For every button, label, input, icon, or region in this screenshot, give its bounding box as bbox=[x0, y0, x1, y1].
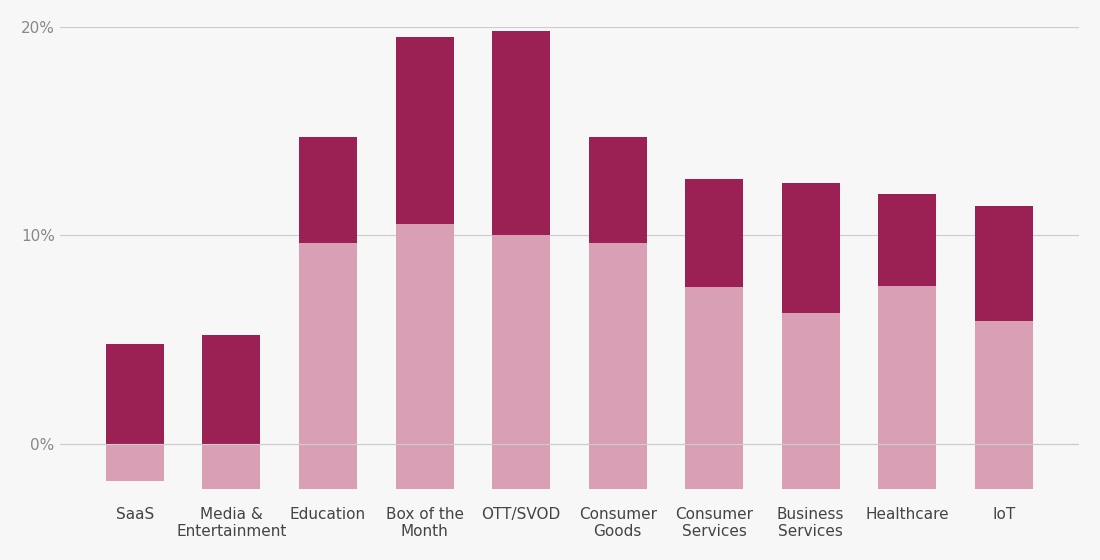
Bar bbox=[492, 444, 550, 489]
Bar bbox=[878, 286, 936, 444]
Bar bbox=[396, 444, 453, 489]
Bar bbox=[299, 244, 358, 444]
Bar bbox=[588, 137, 647, 243]
Bar bbox=[299, 444, 358, 489]
Text: 5.23%: 5.23% bbox=[207, 382, 255, 396]
Text: 5.88%: 5.88% bbox=[980, 256, 1028, 270]
Text: 7.55%: 7.55% bbox=[883, 233, 932, 247]
Bar bbox=[975, 321, 1033, 444]
Bar bbox=[106, 344, 164, 444]
Text: 9.62%: 9.62% bbox=[594, 183, 641, 197]
Text: 10.54%: 10.54% bbox=[396, 124, 453, 138]
Bar bbox=[685, 179, 744, 287]
Bar bbox=[975, 444, 1033, 489]
Bar bbox=[782, 444, 839, 489]
Text: 10.01%: 10.01% bbox=[492, 126, 550, 140]
Bar bbox=[588, 243, 647, 444]
Text: 6.25%: 6.25% bbox=[786, 241, 835, 255]
Bar bbox=[492, 235, 550, 444]
Bar bbox=[878, 444, 936, 489]
Bar bbox=[202, 444, 261, 489]
Bar bbox=[588, 444, 647, 489]
Bar bbox=[685, 287, 744, 444]
Bar bbox=[396, 38, 453, 224]
Bar bbox=[782, 314, 839, 444]
Text: 9.61%: 9.61% bbox=[304, 183, 352, 197]
Bar bbox=[106, 444, 164, 481]
Bar bbox=[492, 31, 550, 235]
Bar bbox=[202, 334, 261, 444]
Text: 4.79%: 4.79% bbox=[111, 386, 160, 400]
Bar bbox=[685, 444, 744, 489]
Bar bbox=[975, 206, 1033, 321]
Bar bbox=[878, 194, 936, 286]
Bar bbox=[396, 224, 453, 444]
Bar bbox=[299, 137, 358, 244]
Bar bbox=[782, 183, 839, 314]
Text: 7.49%: 7.49% bbox=[690, 226, 738, 240]
